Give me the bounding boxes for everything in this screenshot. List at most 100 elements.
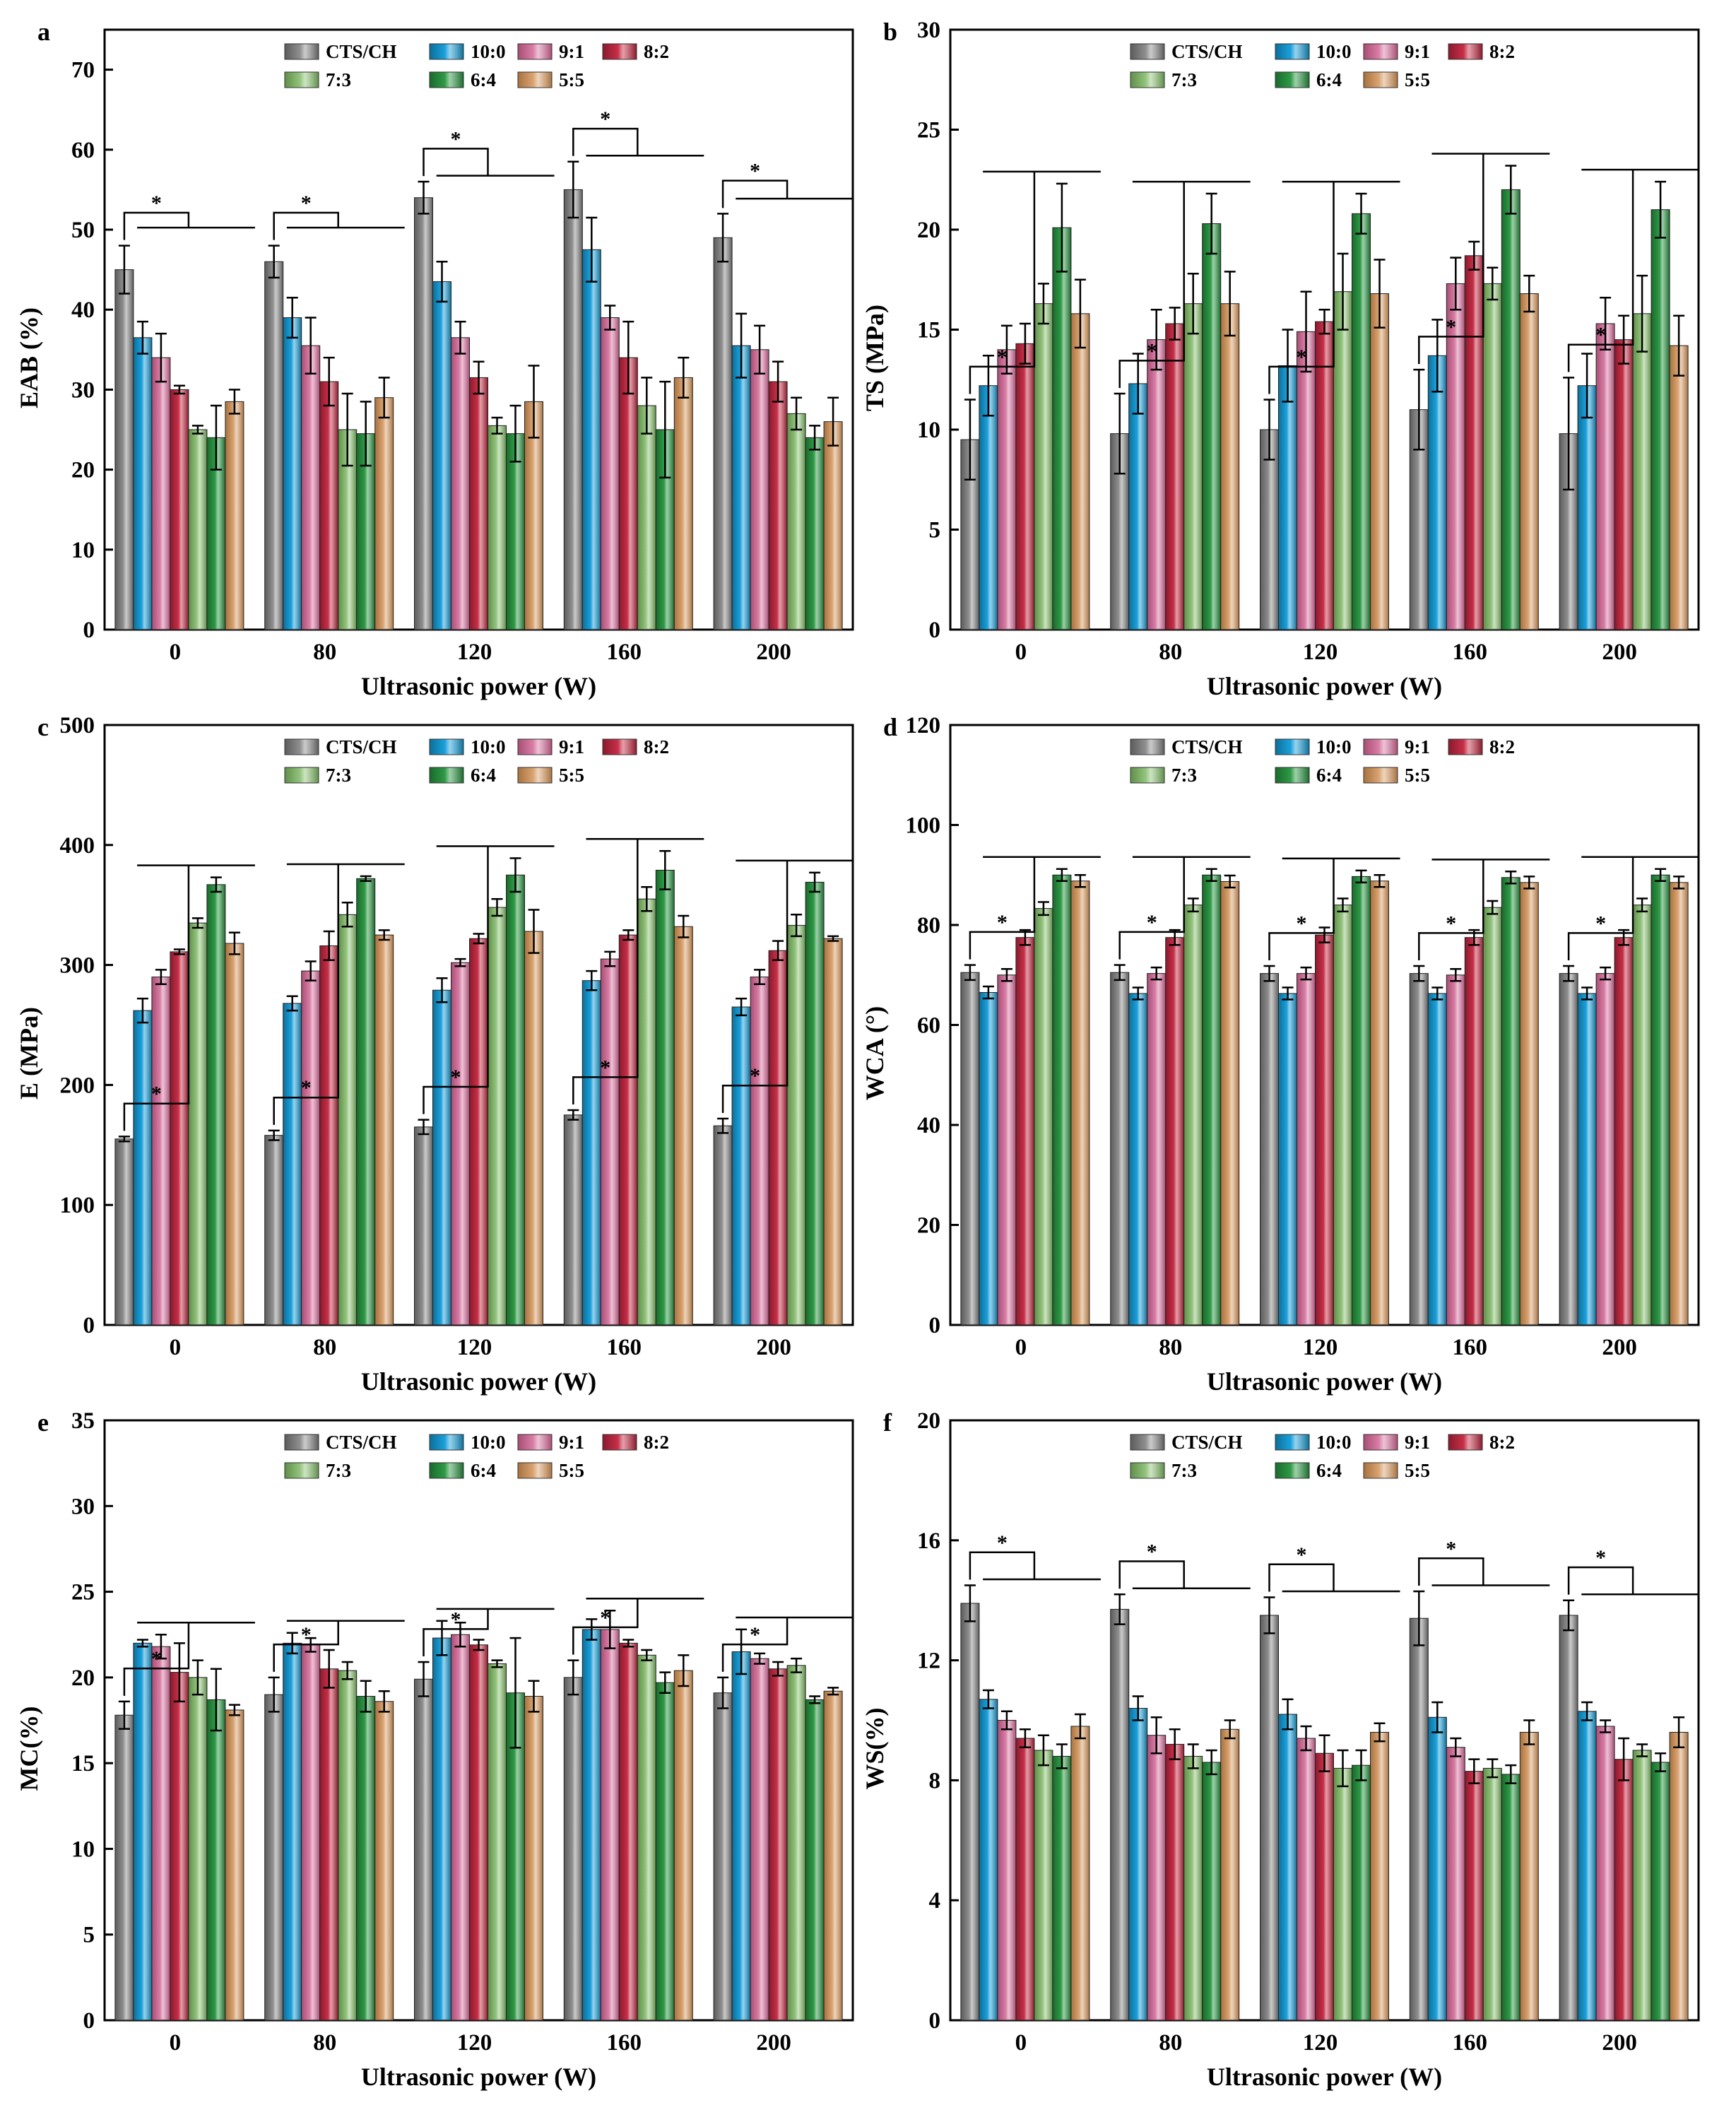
significance-star: *	[750, 160, 760, 183]
bar-f-0-6	[1070, 1726, 1090, 2021]
y-tick-label: 500	[60, 713, 95, 738]
bar-d-200-6	[1669, 882, 1689, 1326]
bar-c-0-5	[206, 884, 226, 1326]
y-tick-label: 25	[71, 1580, 95, 1605]
bar-b-200-6	[1669, 345, 1689, 630]
legend-swatch-0	[284, 43, 319, 60]
legend-swatch-1	[1275, 43, 1310, 60]
significance-bracket	[1268, 182, 1335, 394]
legend-swatch-4	[1130, 1462, 1165, 1479]
significance-bracket	[1567, 856, 1634, 961]
y-tick-label: 8	[929, 1768, 941, 1793]
y-tick-label: 0	[929, 1313, 941, 1338]
bar-c-160-5	[655, 869, 675, 1326]
bar-c-160-6	[673, 926, 693, 1326]
bar-c-120-3	[469, 938, 488, 1326]
bar-f-200-2	[1595, 1726, 1615, 2021]
significance-bracket	[123, 211, 190, 240]
legend-label-5: 6:4	[471, 69, 496, 90]
legend-swatch-1	[429, 738, 464, 755]
bar-f-200-6	[1669, 1731, 1689, 2021]
legend-label-2: 9:1	[559, 1432, 584, 1453]
panel-label: a	[37, 18, 50, 46]
legend-label-2: 9:1	[1405, 736, 1430, 758]
bar-b-80-4	[1183, 303, 1203, 630]
bar-e-0-5	[206, 1699, 226, 2021]
panel-label: e	[37, 1408, 49, 1437]
bar-d-160-3	[1464, 937, 1484, 1326]
legend-swatch-2	[1363, 738, 1398, 755]
y-tick-label: 20	[71, 458, 95, 483]
bar-a-80-2	[301, 345, 321, 630]
x-tick-label: 120	[457, 2030, 492, 2056]
y-axis-title: WCA (°)	[861, 1006, 889, 1100]
bar-f-160-4	[1482, 1767, 1502, 2021]
legend-swatch-6	[517, 1462, 553, 1479]
bar-f-200-3	[1614, 1759, 1634, 2021]
significance-bracket	[721, 1617, 789, 1672]
legend-swatch-3	[1448, 738, 1483, 755]
legend-swatch-5	[429, 71, 464, 88]
legend-label-4: 7:3	[326, 69, 351, 90]
y-tick-label: 12	[917, 1649, 940, 1674]
y-tick-label: 120	[906, 713, 941, 738]
significance-star: *	[750, 1623, 760, 1646]
significance-star: *	[600, 107, 610, 131]
significance-star: *	[1595, 912, 1606, 935]
significance-bracket	[1418, 1557, 1484, 1586]
legend-label-4: 7:3	[1171, 69, 1197, 90]
significance-star: *	[1446, 315, 1456, 338]
bar-c-80-1	[283, 1003, 302, 1326]
y-tick-label: 60	[71, 138, 95, 163]
x-tick-label: 200	[756, 2030, 791, 2056]
y-axis-title: TS (MPa)	[861, 305, 889, 411]
legend-label-2: 9:1	[559, 736, 584, 758]
bar-d-160-5	[1501, 877, 1521, 1326]
x-tick-label: 200	[1602, 1335, 1637, 1360]
bar-e-200-4	[786, 1665, 806, 2021]
bar-b-200-3	[1614, 339, 1634, 630]
chart-panel-b: b 0 5 10 15 20 25 30 TS (MPa) Ultrasonic power (W…	[861, 18, 1700, 700]
legend-label-2: 9:1	[1405, 1432, 1430, 1453]
y-tick-label: 200	[60, 1073, 95, 1098]
bar-a-200-3	[768, 381, 788, 630]
legend-label-6: 5:5	[559, 1460, 584, 1481]
y-tick-label: 30	[917, 18, 940, 43]
bar-b-160-5	[1501, 189, 1521, 630]
y-axis-title: MC(%)	[15, 1707, 43, 1791]
legend-swatch-1	[1275, 738, 1310, 755]
legend-swatch-3	[1448, 43, 1483, 60]
bar-f-80-3	[1165, 1743, 1185, 2021]
bar-b-80-2	[1147, 339, 1167, 630]
chart-panel-e: e 0 5 10 15 20 25 30 35 MC(%) Ultrasonic power (W)…	[15, 1408, 854, 2091]
bar-b-0-4	[1034, 303, 1053, 630]
legend-swatch-2	[1363, 43, 1398, 60]
chart-panel-a: a 0 10 20 30 40 50 60 70 EAB (%) Ultrasonic power …	[15, 18, 854, 700]
x-tick-label: 160	[1453, 640, 1488, 665]
significance-bracket	[423, 846, 489, 1114]
x-axis-title: Ultrasonic power (W)	[361, 2063, 596, 2091]
x-tick-label: 120	[457, 1335, 492, 1360]
bar-f-160-6	[1519, 1731, 1539, 2021]
bar-a-120-5	[506, 433, 525, 630]
x-tick-label: 80	[313, 1335, 336, 1360]
bar-f-120-3	[1315, 1752, 1334, 2021]
bar-d-160-1	[1427, 993, 1447, 1326]
x-tick-label: 0	[1015, 2030, 1027, 2056]
y-tick-label: 60	[917, 1013, 940, 1039]
significance-star: *	[1297, 346, 1307, 369]
y-tick-label: 16	[917, 1528, 940, 1554]
bar-a-0-3	[170, 389, 189, 630]
bar-b-120-4	[1333, 291, 1352, 630]
bar-c-80-5	[356, 878, 376, 1326]
bar-f-120-1	[1278, 1714, 1297, 2021]
x-tick-label: 80	[1159, 640, 1182, 665]
bar-e-0-1	[133, 1642, 153, 2021]
bar-e-200-1	[731, 1651, 751, 2021]
y-tick-label: 400	[60, 833, 95, 859]
bar-b-0-1	[979, 385, 998, 630]
legend-label-0: CTS/CH	[1171, 1432, 1243, 1453]
x-tick-label: 200	[1602, 2030, 1637, 2056]
chart-panel-c: c 0 100 200 300 400 500 E (MPa) Ultrasonic power…	[15, 713, 854, 1396]
